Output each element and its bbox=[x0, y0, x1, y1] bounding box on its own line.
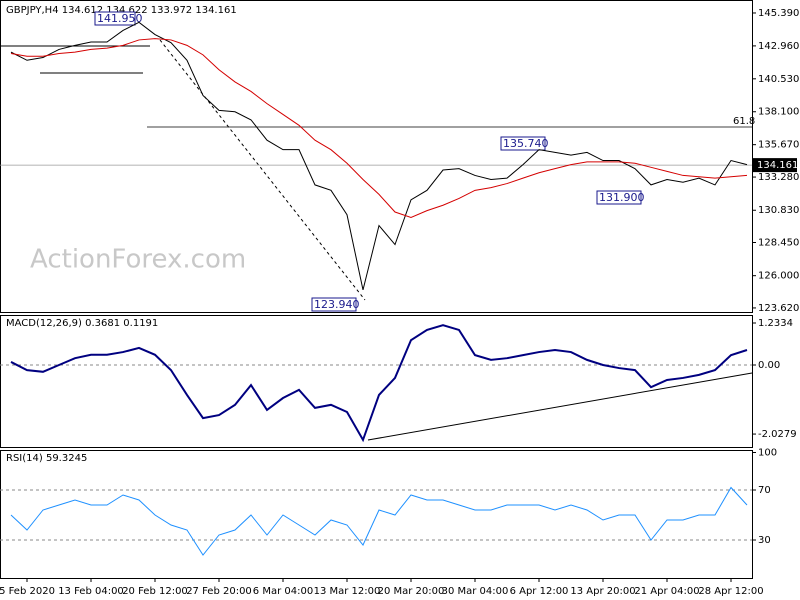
price-title: GBPJPY,H4 134.612 134.622 133.972 134.16… bbox=[6, 5, 237, 16]
macd-title: MACD(12,26,9) 0.3681 0.1191 bbox=[6, 318, 158, 329]
annotation: 135.740 bbox=[503, 137, 549, 150]
annotation: 141.950 bbox=[97, 12, 143, 25]
annotation-box bbox=[500, 136, 546, 151]
x-tick-label: 6 Mar 04:00 bbox=[253, 586, 313, 597]
y-tick-label: 133.280 bbox=[758, 172, 799, 183]
x-tick-label: 13 Apr 20:00 bbox=[570, 586, 635, 597]
y-tick-label: 135.670 bbox=[758, 140, 799, 151]
x-tick-label: 21 Apr 04:00 bbox=[634, 586, 699, 597]
trend-line bbox=[159, 39, 366, 301]
macd-panel bbox=[0, 315, 753, 448]
y-tick-label: 123.620 bbox=[758, 303, 799, 314]
annotation-box bbox=[596, 190, 642, 205]
x-tick-label: 5 Feb 2020 bbox=[0, 586, 55, 597]
series-line bbox=[10, 486, 748, 556]
x-tick-label: 27 Feb 20:00 bbox=[186, 586, 252, 597]
series-line bbox=[10, 324, 748, 443]
y-tick-label: 0.00 bbox=[758, 360, 780, 371]
y-tick-label: -2.0279 bbox=[758, 429, 797, 440]
rsi-title: RSI(14) 59.3245 bbox=[6, 453, 87, 464]
y-tick-label: 138.100 bbox=[758, 107, 799, 118]
price-label-bg bbox=[753, 158, 797, 173]
macd-trend-line bbox=[367, 372, 753, 441]
y-tick-label: 126.000 bbox=[758, 271, 799, 282]
y-tick-label: 142.960 bbox=[758, 41, 799, 52]
y-tick-label: 70 bbox=[758, 485, 771, 496]
annotation: 131.900 bbox=[599, 191, 645, 204]
y-tick-label: 140.530 bbox=[758, 74, 799, 85]
rsi-panel bbox=[0, 450, 753, 579]
y-tick-label: 30 bbox=[758, 535, 771, 546]
x-tick-label: 20 Feb 12:00 bbox=[122, 586, 188, 597]
x-tick-label: 6 Apr 12:00 bbox=[510, 586, 569, 597]
x-tick-label: 13 Feb 04:00 bbox=[58, 586, 124, 597]
x-tick-label: 20 Mar 20:00 bbox=[378, 586, 445, 597]
y-tick-label: 145.390 bbox=[758, 8, 799, 19]
x-tick-label: 28 Apr 12:00 bbox=[698, 586, 763, 597]
watermark: ActionForex.com bbox=[30, 245, 246, 275]
series-line bbox=[10, 38, 748, 218]
price-panel bbox=[0, 0, 753, 313]
annotation-box bbox=[94, 11, 136, 26]
fib-label: 61.8 bbox=[733, 116, 755, 127]
y-tick-label: 130.830 bbox=[758, 205, 799, 216]
y-tick-label: 128.450 bbox=[758, 237, 799, 248]
series-line bbox=[10, 21, 748, 291]
y-tick-label: 100 bbox=[758, 448, 777, 459]
x-tick-label: 13 Mar 12:00 bbox=[314, 586, 381, 597]
y-tick-label: 1.2334 bbox=[758, 318, 793, 329]
annotation-box bbox=[311, 297, 357, 312]
x-tick-label: 30 Mar 04:00 bbox=[442, 586, 509, 597]
annotation: 123.940 bbox=[314, 298, 360, 311]
price-label: 134.161 bbox=[757, 160, 798, 171]
